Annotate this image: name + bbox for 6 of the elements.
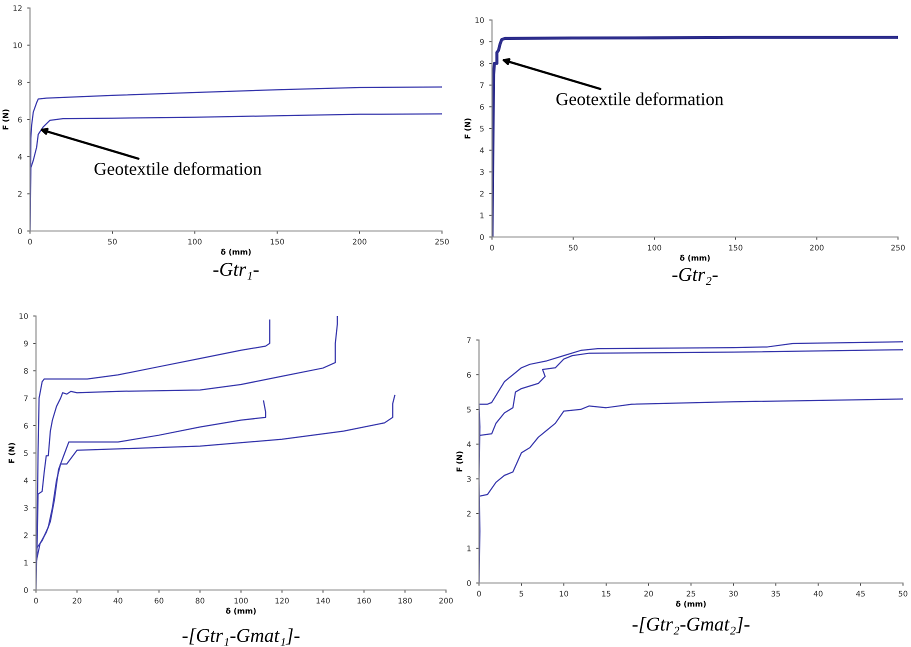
text: -Gtr₁- xyxy=(213,262,259,280)
text: -[Gtr₁-Gmat₁]- xyxy=(182,628,300,646)
text: -[Gtr₂-Gmat₂]- xyxy=(632,617,750,634)
text: -Gtr₂- xyxy=(672,268,718,285)
annotation: Geotextile deformation xyxy=(556,92,724,106)
annotation: Geotextile deformation xyxy=(94,162,262,175)
